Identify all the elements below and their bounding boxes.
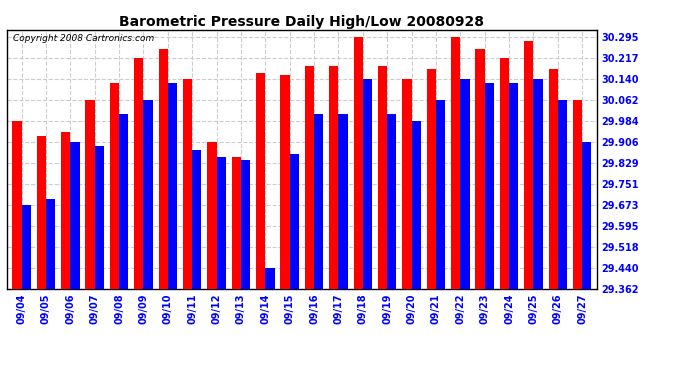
Bar xyxy=(183,79,193,289)
Bar xyxy=(500,58,509,289)
Bar xyxy=(378,66,387,289)
Bar xyxy=(207,142,217,289)
Bar xyxy=(241,160,250,289)
Bar xyxy=(46,199,55,289)
Bar xyxy=(475,49,484,289)
Bar xyxy=(582,142,591,289)
Bar xyxy=(21,205,31,289)
Bar xyxy=(95,146,104,289)
Bar xyxy=(353,37,363,289)
Bar xyxy=(290,154,299,289)
Bar xyxy=(280,75,290,289)
Bar xyxy=(387,114,397,289)
Text: Copyright 2008 Cartronics.com: Copyright 2008 Cartronics.com xyxy=(13,34,154,43)
Bar xyxy=(159,49,168,289)
Bar xyxy=(314,114,324,289)
Bar xyxy=(110,82,119,289)
Bar xyxy=(232,157,241,289)
Bar xyxy=(61,132,70,289)
Bar xyxy=(460,79,470,289)
Bar xyxy=(451,37,460,289)
Bar xyxy=(411,121,421,289)
Bar xyxy=(12,121,21,289)
Bar xyxy=(436,100,445,289)
Bar xyxy=(549,69,558,289)
Bar xyxy=(266,268,275,289)
Bar xyxy=(168,82,177,289)
Bar xyxy=(558,100,567,289)
Bar xyxy=(363,79,372,289)
Bar xyxy=(305,66,314,289)
Bar xyxy=(134,58,144,289)
Bar xyxy=(70,142,79,289)
Bar xyxy=(426,69,436,289)
Bar xyxy=(329,66,338,289)
Bar xyxy=(86,100,95,289)
Bar xyxy=(193,150,201,289)
Bar xyxy=(509,82,518,289)
Bar xyxy=(484,82,494,289)
Bar xyxy=(144,100,152,289)
Bar xyxy=(338,114,348,289)
Title: Barometric Pressure Daily High/Low 20080928: Barometric Pressure Daily High/Low 20080… xyxy=(119,15,484,29)
Bar xyxy=(37,136,46,289)
Bar xyxy=(573,100,582,289)
Bar xyxy=(119,114,128,289)
Bar xyxy=(533,79,543,289)
Bar xyxy=(256,73,266,289)
Bar xyxy=(217,157,226,289)
Bar xyxy=(524,41,533,289)
Bar xyxy=(402,79,411,289)
